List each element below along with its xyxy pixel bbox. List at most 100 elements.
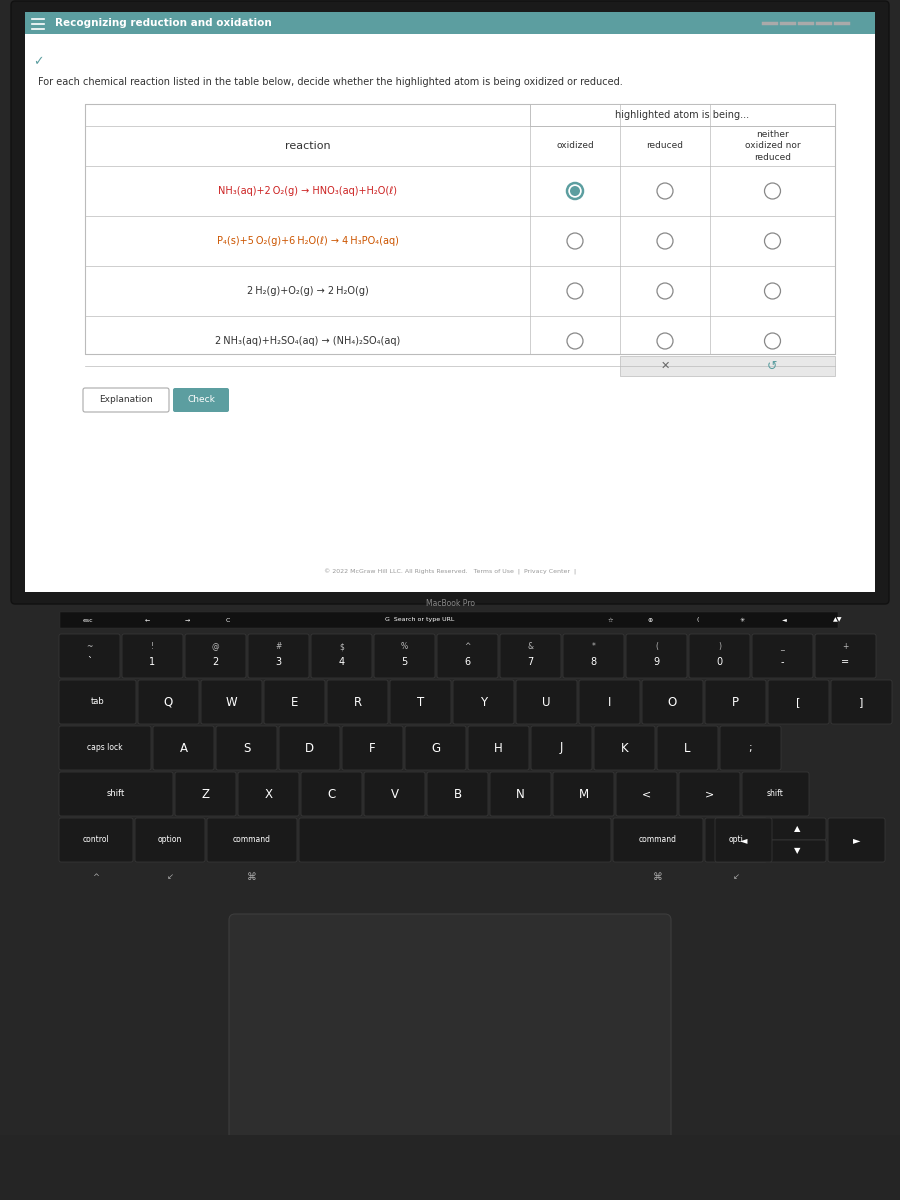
FancyBboxPatch shape	[616, 772, 677, 816]
Text: F: F	[369, 742, 376, 755]
Circle shape	[764, 283, 780, 299]
FancyBboxPatch shape	[490, 772, 551, 816]
Text: +: +	[842, 642, 849, 652]
Text: #: #	[275, 642, 282, 652]
FancyBboxPatch shape	[769, 818, 826, 840]
Text: ✳: ✳	[740, 618, 744, 623]
Text: %: %	[400, 642, 408, 652]
Text: 6: 6	[464, 658, 471, 667]
FancyBboxPatch shape	[453, 680, 514, 724]
FancyBboxPatch shape	[311, 634, 372, 678]
FancyBboxPatch shape	[374, 634, 435, 678]
Text: 2 H₂(g)+O₂(g) → 2 H₂O(g): 2 H₂(g)+O₂(g) → 2 H₂O(g)	[247, 286, 368, 296]
Text: *: *	[591, 642, 596, 652]
Text: option: option	[158, 835, 182, 845]
Circle shape	[567, 233, 583, 248]
FancyBboxPatch shape	[405, 726, 466, 770]
Text: X: X	[265, 787, 273, 800]
FancyBboxPatch shape	[657, 726, 718, 770]
Text: ☆: ☆	[608, 618, 613, 623]
FancyBboxPatch shape	[59, 726, 151, 770]
Text: ⌘: ⌘	[653, 872, 663, 882]
Text: ◄: ◄	[781, 618, 787, 623]
Text: ↙: ↙	[733, 872, 740, 882]
Text: neither
oxidized nor
reduced: neither oxidized nor reduced	[744, 131, 800, 162]
FancyBboxPatch shape	[594, 726, 655, 770]
Circle shape	[567, 182, 583, 199]
Text: W: W	[226, 696, 238, 708]
FancyBboxPatch shape	[299, 818, 611, 862]
Text: 2 NH₃(aq)+H₂SO₄(aq) → (NH₄)₂SO₄(aq): 2 NH₃(aq)+H₂SO₄(aq) → (NH₄)₂SO₄(aq)	[215, 336, 400, 346]
Text: ]: ]	[860, 697, 864, 707]
Text: ↺: ↺	[767, 360, 778, 372]
Bar	[25, 34, 875, 592]
FancyBboxPatch shape	[390, 680, 451, 724]
FancyBboxPatch shape	[705, 680, 766, 724]
Text: ↙: ↙	[166, 872, 174, 882]
Text: C: C	[328, 787, 336, 800]
Text: >: >	[705, 790, 714, 799]
FancyBboxPatch shape	[500, 634, 561, 678]
Text: M: M	[579, 787, 589, 800]
Text: P: P	[732, 696, 739, 708]
Text: A: A	[179, 742, 187, 755]
Text: ►: ►	[853, 835, 860, 845]
FancyBboxPatch shape	[11, 1, 889, 604]
FancyBboxPatch shape	[720, 726, 781, 770]
FancyBboxPatch shape	[327, 680, 388, 724]
Bar	[0, 1135, 900, 1200]
Text: 3: 3	[275, 658, 282, 667]
Circle shape	[657, 332, 673, 349]
Text: reduced: reduced	[646, 142, 683, 150]
Text: H: H	[494, 742, 503, 755]
FancyBboxPatch shape	[153, 726, 214, 770]
FancyBboxPatch shape	[831, 680, 892, 724]
Text: ): )	[718, 642, 721, 652]
FancyBboxPatch shape	[768, 680, 829, 724]
Bar	[25, 12, 875, 592]
Bar	[85, 104, 835, 354]
Text: ^: ^	[464, 642, 471, 652]
FancyBboxPatch shape	[59, 634, 120, 678]
Text: MacBook Pro: MacBook Pro	[426, 600, 474, 608]
Text: S: S	[243, 742, 250, 755]
FancyBboxPatch shape	[516, 680, 577, 724]
FancyBboxPatch shape	[679, 772, 740, 816]
Text: T: T	[417, 696, 424, 708]
FancyBboxPatch shape	[626, 634, 687, 678]
Text: ⊕: ⊕	[647, 618, 652, 623]
FancyBboxPatch shape	[613, 818, 703, 862]
FancyBboxPatch shape	[279, 726, 340, 770]
Text: ⌘: ⌘	[248, 872, 256, 882]
Text: ▼: ▼	[794, 846, 801, 856]
Text: [: [	[796, 697, 801, 707]
FancyBboxPatch shape	[689, 634, 750, 678]
Text: →: →	[184, 618, 190, 623]
Text: Recognizing reduction and oxidation: Recognizing reduction and oxidation	[55, 18, 272, 28]
Bar	[530, 104, 835, 126]
Text: Q: Q	[164, 696, 173, 708]
Text: U: U	[542, 696, 551, 708]
Text: !: !	[151, 642, 154, 652]
Text: E: E	[291, 696, 298, 708]
Text: ;: ;	[749, 743, 752, 754]
Text: K: K	[621, 742, 628, 755]
FancyBboxPatch shape	[59, 818, 133, 862]
Text: $: $	[339, 642, 344, 652]
Circle shape	[570, 186, 580, 196]
Circle shape	[764, 332, 780, 349]
Text: control: control	[83, 835, 110, 845]
Bar	[620, 356, 835, 376]
Circle shape	[657, 283, 673, 299]
Text: B: B	[454, 787, 462, 800]
FancyBboxPatch shape	[828, 818, 885, 862]
FancyBboxPatch shape	[122, 634, 183, 678]
FancyBboxPatch shape	[229, 914, 671, 1141]
FancyBboxPatch shape	[59, 772, 173, 816]
FancyBboxPatch shape	[135, 818, 205, 862]
FancyBboxPatch shape	[201, 680, 262, 724]
Text: tab: tab	[91, 697, 104, 707]
Text: _: _	[780, 642, 785, 652]
Text: J: J	[560, 742, 563, 755]
FancyBboxPatch shape	[563, 634, 624, 678]
